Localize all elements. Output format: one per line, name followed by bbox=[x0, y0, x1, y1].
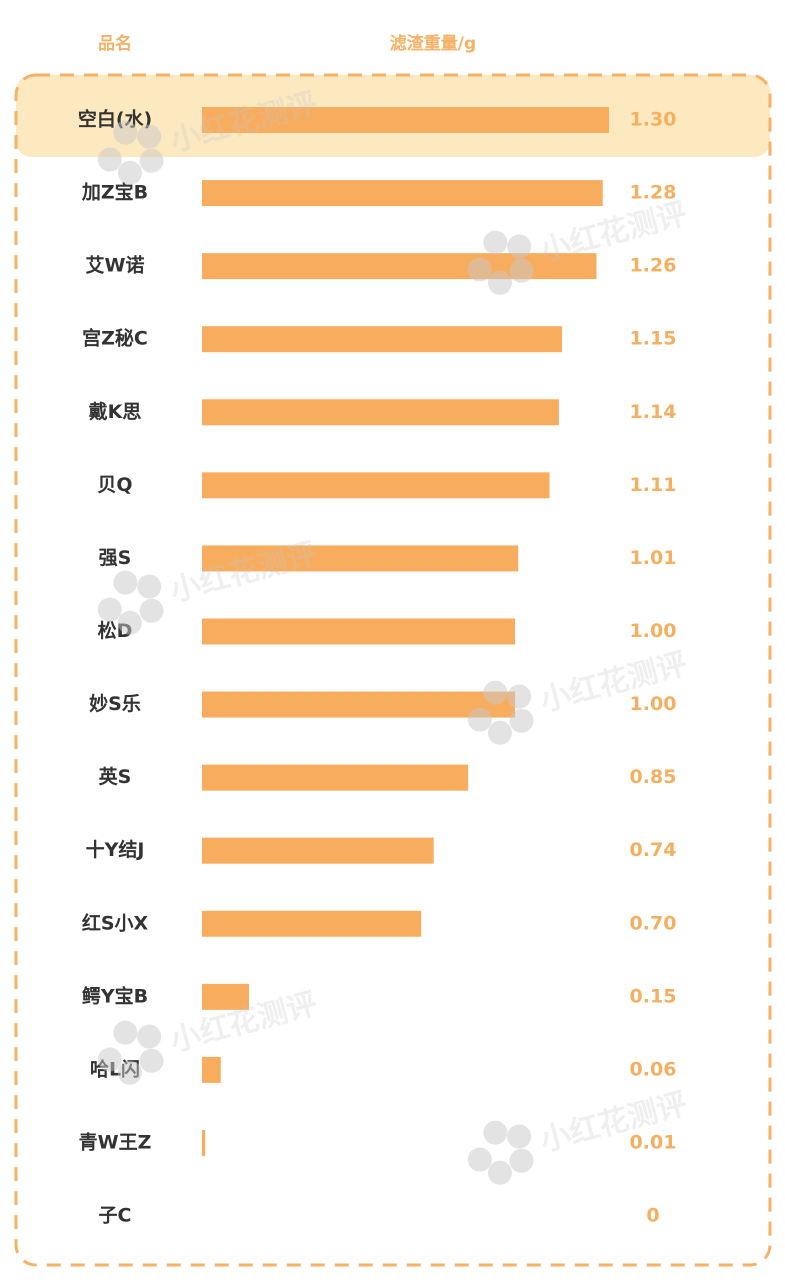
bar bbox=[202, 764, 469, 791]
value-label: 1.26 bbox=[630, 255, 677, 277]
watermark-petal bbox=[117, 610, 142, 635]
bar bbox=[202, 910, 422, 937]
watermark-petal bbox=[467, 1147, 492, 1172]
watermark-petal bbox=[137, 1024, 162, 1049]
category-label: 鳄Y宝B bbox=[82, 984, 148, 1007]
bar bbox=[202, 472, 550, 499]
bar bbox=[202, 983, 249, 1010]
bar bbox=[202, 326, 563, 353]
category-label: 红S小X bbox=[82, 911, 149, 934]
watermark-petal bbox=[139, 598, 164, 623]
watermark-petal bbox=[509, 708, 534, 733]
bar bbox=[202, 691, 516, 718]
value-label: 1.00 bbox=[630, 620, 677, 642]
watermark-petal bbox=[483, 1120, 508, 1145]
value-label: 0.15 bbox=[630, 985, 677, 1007]
category-label: 宫Z秘C bbox=[82, 327, 148, 350]
column-header: 品名 bbox=[98, 33, 132, 54]
value-label: 1.01 bbox=[630, 547, 677, 569]
value-label: 1.30 bbox=[630, 109, 677, 131]
watermark-petal bbox=[137, 124, 162, 149]
value-label: 0 bbox=[646, 1205, 659, 1227]
value-label: 0.70 bbox=[630, 912, 677, 934]
category-label: 加Z宝B bbox=[81, 181, 148, 204]
frame bbox=[14, 73, 772, 1267]
watermark-petal bbox=[487, 270, 512, 295]
category-label: 子C bbox=[99, 1205, 132, 1227]
watermark-petal bbox=[113, 1020, 138, 1045]
value-label: 1.00 bbox=[630, 693, 677, 715]
category-label: 强S bbox=[99, 547, 132, 569]
value-label: 0.85 bbox=[630, 766, 677, 788]
value-label: 1.14 bbox=[630, 401, 677, 423]
bar bbox=[202, 180, 603, 207]
watermark-petal bbox=[487, 720, 512, 745]
bar bbox=[202, 837, 434, 864]
watermark-petal bbox=[97, 147, 122, 172]
value-label: 0.06 bbox=[630, 1058, 677, 1080]
category-label: 戴K思 bbox=[89, 400, 142, 423]
watermark-petal bbox=[483, 230, 508, 255]
watermark-petal bbox=[97, 1047, 122, 1072]
watermark-petal bbox=[139, 148, 164, 173]
value-label: 1.15 bbox=[630, 328, 677, 350]
watermark-petal bbox=[117, 160, 142, 185]
watermark-petal bbox=[509, 258, 534, 283]
watermark-petal bbox=[113, 120, 138, 145]
bar bbox=[202, 399, 559, 426]
category-label: 十Y结J bbox=[86, 838, 145, 861]
watermark-petal bbox=[139, 1048, 164, 1073]
value-label: 0.01 bbox=[630, 1131, 677, 1153]
watermark-petal bbox=[483, 680, 508, 705]
watermark-petal bbox=[467, 257, 492, 282]
bar bbox=[202, 545, 519, 572]
bar bbox=[202, 1129, 206, 1156]
watermark-petal bbox=[97, 597, 122, 622]
category-label: 青W王Z bbox=[79, 1131, 152, 1153]
bar bbox=[202, 1056, 221, 1083]
category-label: 艾W诺 bbox=[86, 255, 145, 277]
category-label: 英S bbox=[99, 765, 132, 788]
watermark-petal bbox=[113, 570, 138, 595]
column-header: 滤渣重量/g bbox=[390, 33, 476, 54]
watermark-petal bbox=[507, 234, 532, 259]
bar bbox=[202, 107, 609, 133]
value-label: 1.28 bbox=[630, 182, 677, 204]
watermark: 小红花测评 bbox=[467, 646, 691, 745]
bar bbox=[202, 618, 516, 645]
watermark-petal bbox=[507, 684, 532, 709]
watermark-petal bbox=[137, 574, 162, 599]
category-label: 贝Q bbox=[97, 474, 132, 496]
value-label: 0.74 bbox=[630, 839, 677, 861]
value-label: 1.11 bbox=[630, 474, 677, 496]
watermark-petal bbox=[467, 707, 492, 732]
category-label: 妙S乐 bbox=[89, 692, 141, 715]
watermark-petal bbox=[117, 1060, 142, 1085]
watermark-petal bbox=[487, 1160, 512, 1185]
bar bbox=[202, 253, 597, 280]
watermark-petal bbox=[507, 1124, 532, 1149]
watermark-petal bbox=[509, 1148, 534, 1173]
